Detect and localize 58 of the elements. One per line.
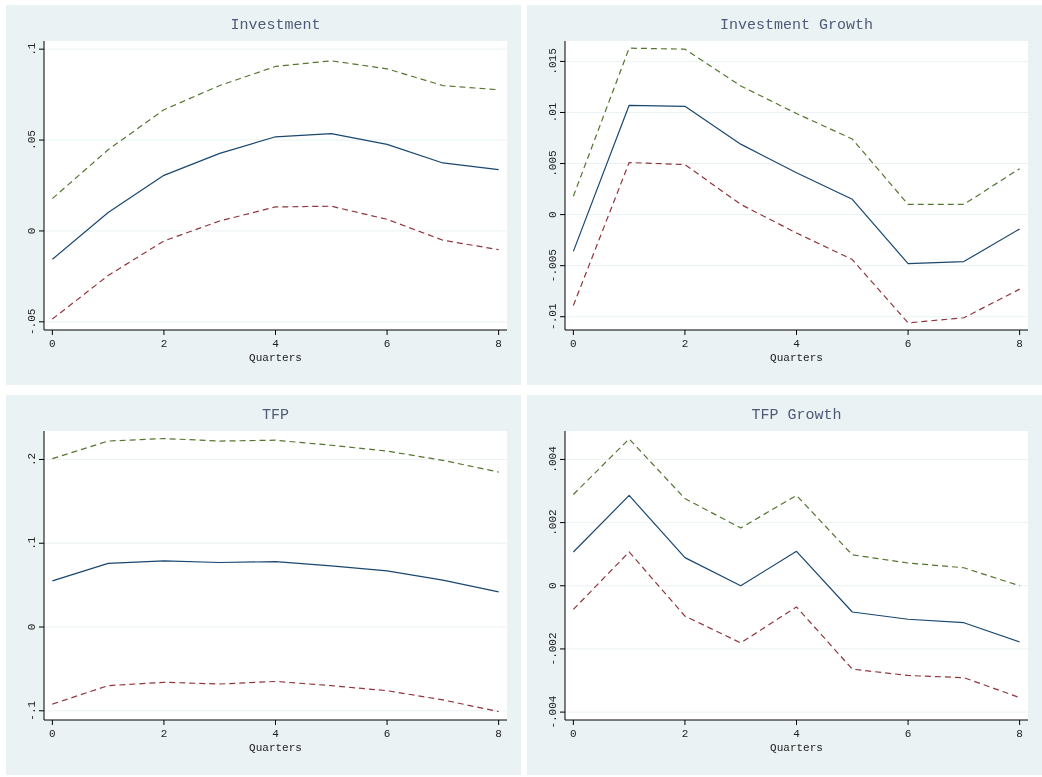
x-tick-label: 8	[495, 338, 502, 350]
x-tick-label: 0	[570, 728, 577, 740]
y-tick-label: -.01	[547, 303, 559, 330]
x-tick-label: 4	[272, 728, 280, 740]
y-tick-label: 0	[547, 582, 559, 590]
line-series	[572, 438, 1021, 587]
x-tick-label: 0	[49, 728, 56, 740]
line-series	[51, 680, 500, 713]
x-tick-label: 2	[160, 728, 168, 740]
y-tick-label: 0	[26, 623, 38, 631]
chart-title: Investment Growth	[719, 17, 874, 34]
y-tick-label: .1	[26, 42, 38, 56]
chart-title: TFP Growth	[751, 407, 842, 424]
x-tick-label: 6	[383, 728, 391, 740]
x-tick-label: 2	[160, 338, 168, 350]
x-axis-title: Quarters	[770, 742, 823, 754]
x-tick-label: 4	[793, 338, 801, 350]
line-series	[572, 47, 1021, 205]
line-series	[572, 494, 1021, 643]
y-tick-label: 0	[26, 227, 38, 235]
line-series	[51, 205, 500, 320]
x-tick-label: 2	[681, 728, 689, 740]
x-tick-label: 4	[272, 338, 280, 350]
y-tick-label: .015	[547, 48, 559, 75]
y-tick-label: .05	[26, 130, 38, 150]
x-tick-label: 4	[793, 728, 801, 740]
y-tick-label: .1	[26, 536, 38, 550]
line-series	[572, 161, 1021, 324]
x-tick-label: 0	[570, 338, 577, 350]
x-axis-title: Quarters	[249, 352, 302, 364]
y-tick-label: .005	[547, 150, 559, 177]
line-series	[51, 133, 500, 260]
y-tick-label: .2	[26, 452, 38, 467]
line-series	[51, 560, 500, 593]
line-series	[572, 104, 1021, 265]
x-axis-title: Quarters	[249, 742, 302, 754]
x-axis-title: Quarters	[770, 352, 823, 364]
y-tick-label: .01	[547, 102, 559, 123]
x-tick-label: 8	[1016, 338, 1023, 350]
y-tick-label: -.004	[547, 695, 559, 729]
chart-title: Investment	[230, 17, 321, 34]
x-tick-label: 6	[383, 338, 391, 350]
x-tick-label: 6	[904, 338, 912, 350]
x-tick-label: 8	[1016, 728, 1023, 740]
x-tick-label: 6	[904, 728, 912, 740]
line-series	[51, 437, 500, 473]
x-tick-label: 2	[681, 338, 689, 350]
x-tick-label: 0	[49, 338, 56, 350]
y-tick-label: .004	[547, 445, 559, 473]
y-tick-label: -.005	[547, 249, 559, 283]
x-tick-label: 8	[495, 728, 502, 740]
y-tick-label: -.05	[26, 308, 38, 336]
line-series	[572, 551, 1021, 699]
y-tick-label: .002	[547, 509, 559, 536]
y-tick-label: 0	[547, 211, 559, 218]
y-tick-label: -.002	[547, 632, 559, 666]
y-tick-label: -.1	[26, 700, 38, 721]
chart-title: TFP	[261, 407, 290, 424]
